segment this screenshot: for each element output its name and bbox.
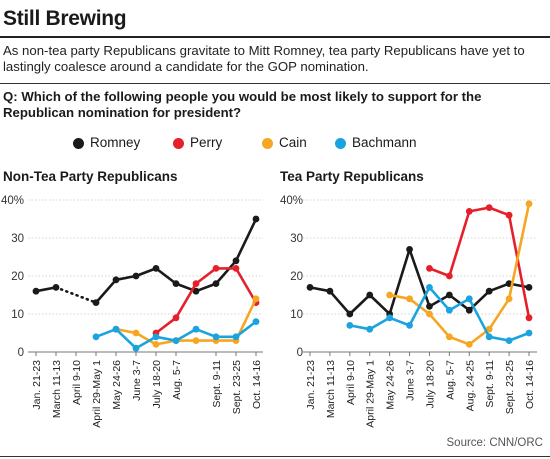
legend-label: Bachmann <box>352 135 417 150</box>
x-tick-label: Sept. 23-25 <box>231 360 243 414</box>
legend-swatch-bachmann <box>335 138 346 149</box>
data-point-bachmann <box>232 333 240 341</box>
data-point-bachmann <box>252 318 260 325</box>
y-tick-label: 40% <box>1 195 24 207</box>
x-tick-label: April 29-May 1 <box>91 360 103 428</box>
series-line-perry <box>234 267 258 304</box>
data-point-cain <box>132 329 140 337</box>
panel-title-tea-party: Tea Party Republicans <box>280 169 424 184</box>
x-tick-label: May 24-26 <box>111 360 123 410</box>
legend-label: Cain <box>279 135 307 150</box>
x-tick-label: Jan. 21-23 <box>31 360 43 410</box>
page-title: Still Brewing <box>3 7 127 30</box>
subtitle: As non-tea party Republicans gravitate t… <box>3 43 525 74</box>
series-line-bachmann <box>114 327 138 350</box>
data-point-bachmann <box>172 337 180 344</box>
data-point-romney <box>252 215 260 223</box>
header-bar <box>0 0 550 38</box>
legend-swatch-cain <box>262 138 273 149</box>
legend-label: Perry <box>190 135 223 150</box>
series-line-perry <box>154 316 178 335</box>
data-point-romney <box>112 276 120 284</box>
data-point-romney <box>52 284 60 291</box>
survey-question: Q: Which of the following people you wou… <box>3 89 482 120</box>
y-tick-label: 30 <box>11 233 24 245</box>
legend-label: Romney <box>90 135 141 150</box>
series-line-romney <box>214 259 238 285</box>
data-point-romney <box>192 287 200 295</box>
data-point-perry <box>172 314 180 322</box>
data-point-romney <box>132 272 140 280</box>
data-point-romney <box>152 265 160 272</box>
data-point-romney <box>172 280 180 287</box>
series-line-romney <box>234 217 258 263</box>
data-point-bachmann <box>192 325 200 333</box>
x-tick-label: July 18-20 <box>151 360 163 409</box>
x-tick-label: Aug. 5-7 <box>171 360 183 400</box>
data-point-romney <box>232 257 240 265</box>
series-line-romney <box>134 267 158 278</box>
source-note: Source: CNN/ORC <box>446 437 544 449</box>
series-line-romney <box>94 278 118 304</box>
series-line-perry <box>194 267 218 285</box>
data-point-perry <box>212 265 220 272</box>
data-point-romney <box>212 280 220 287</box>
data-point-bachmann <box>132 344 140 352</box>
x-tick-label: Sept. 9-11 <box>211 360 223 408</box>
series-line-romney <box>194 282 218 293</box>
series-line-romney <box>154 267 178 285</box>
series-line-bachmann <box>174 327 198 342</box>
data-point-bachmann <box>212 333 220 341</box>
y-tick-label: 20 <box>11 271 24 283</box>
series-line-bachmann <box>94 327 118 339</box>
series-line-romney <box>54 286 98 304</box>
data-point-cain <box>252 295 260 303</box>
data-point-cain <box>192 337 200 344</box>
data-point-bachmann <box>152 333 160 341</box>
data-point-cain <box>152 341 160 348</box>
series-line-bachmann <box>234 320 258 339</box>
x-tick-label: March 11-13 <box>51 360 63 418</box>
data-point-perry <box>192 280 200 287</box>
bottom-divider <box>0 456 550 457</box>
x-tick-label: June 3-7 <box>131 360 143 401</box>
series-line-bachmann <box>134 335 158 350</box>
series-line-cain <box>134 331 158 346</box>
legend-swatch-perry <box>173 138 184 149</box>
x-tick-label: Oct. 14-16 <box>251 360 263 409</box>
divider <box>0 83 550 84</box>
x-tick-label: April 9-10 <box>71 360 83 405</box>
legend: Romney Perry Cain Bachmann <box>0 134 550 154</box>
legend-swatch-romney <box>73 138 84 149</box>
data-point-romney <box>92 299 100 306</box>
data-point-bachmann <box>112 325 120 333</box>
y-tick-label: 0 <box>18 347 24 359</box>
data-point-perry <box>232 265 240 272</box>
data-point-bachmann <box>92 333 100 341</box>
series-line-perry <box>174 282 198 320</box>
data-point-romney <box>32 287 40 295</box>
panel-title-non-tea-party: Non-Tea Party Republicans <box>3 169 178 184</box>
y-tick-label: 10 <box>11 309 24 321</box>
series-line-bachmann <box>194 327 218 339</box>
